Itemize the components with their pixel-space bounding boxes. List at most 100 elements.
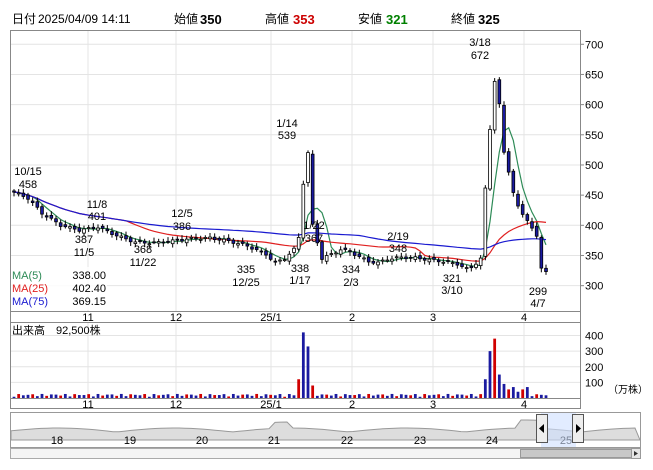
volume-bar (511, 387, 515, 398)
candle-body (455, 261, 460, 266)
volume-bar (348, 395, 352, 398)
volume-bar (17, 394, 21, 398)
candle-body (394, 256, 399, 259)
volume-bar (507, 389, 511, 398)
volume-bar (133, 394, 137, 398)
scrollbar-thumb[interactable] (520, 449, 632, 458)
volume-bar (40, 393, 44, 398)
candle-body (450, 262, 455, 265)
volume-bar (49, 394, 53, 398)
annotation-value: 539 (278, 130, 296, 142)
volume-bar (493, 338, 497, 398)
navigator-tick-label: 24 (486, 435, 498, 447)
candle-body (63, 224, 68, 228)
candle-body (184, 238, 189, 244)
annotation-value: 334 (342, 264, 360, 276)
candle-body (240, 241, 245, 244)
candle-body (282, 259, 287, 262)
navigator-tick-label: 19 (124, 435, 136, 447)
volume-bar (329, 395, 333, 398)
volume-bar (147, 396, 151, 398)
candle-body (72, 226, 77, 230)
candle-body (492, 80, 497, 131)
volume-bar (404, 394, 408, 398)
candle-body (371, 260, 376, 264)
candle-body (26, 194, 30, 200)
volume-bar (185, 394, 189, 398)
close-label: 終値 (451, 11, 475, 26)
candle-body (156, 241, 161, 244)
volume-bar (465, 395, 469, 398)
navigator-tick-label: 21 (268, 435, 280, 447)
annotation-date: 3/10 (441, 285, 462, 297)
volume-bar (166, 394, 170, 398)
y-tick-label: 400 (585, 220, 603, 232)
navigator-tick-label: 20 (196, 435, 208, 447)
navigator-right-handle[interactable] (572, 414, 584, 443)
x-tick-label: 12 (170, 399, 182, 411)
volume-bar (231, 393, 235, 398)
candle-body (82, 228, 86, 234)
candle-body (422, 257, 427, 261)
candle-body (520, 204, 525, 215)
volume-bar (101, 395, 105, 398)
annotation-value: 367 (305, 233, 323, 245)
candle-body (278, 259, 282, 262)
candle-body (506, 151, 511, 173)
volume-bar (525, 387, 529, 398)
x-tick-label: 3 (430, 399, 436, 411)
x-tick-label: 11 (82, 399, 93, 411)
volume-tick-label: 400 (585, 331, 603, 343)
candle-body (544, 267, 548, 272)
y-tick-label: 700 (585, 39, 603, 51)
annotation-value: 338 (291, 263, 309, 275)
navigator-left-handle[interactable] (536, 414, 548, 443)
annotation-date: 1/14 (276, 118, 297, 130)
annotation-value: 672 (471, 50, 489, 62)
volume-bar (87, 394, 91, 398)
volume-bar (390, 393, 394, 398)
y-tick-label: 650 (585, 69, 603, 81)
price-y-axis: 700 650 600 550 500 450 400 350 300 (580, 39, 603, 293)
volume-bar (488, 351, 492, 398)
candle-body (180, 238, 184, 242)
volume-bar (353, 395, 357, 398)
ma25-value: 402.40 (72, 283, 106, 295)
volume-bar (395, 396, 399, 398)
volume-bar (91, 396, 95, 398)
candle-body (16, 192, 21, 195)
candle-body (366, 256, 371, 263)
volume-bar (222, 394, 226, 398)
volume-bar (217, 395, 221, 398)
volume-bar (297, 379, 301, 398)
navigator-tick-label: 23 (414, 435, 426, 447)
volume-bar (189, 394, 193, 398)
ma25-label: MA(25) (12, 283, 48, 295)
candle-body (310, 153, 315, 225)
candle-body (96, 227, 100, 231)
candle-body (30, 200, 35, 203)
volume-bar (138, 395, 142, 398)
candle-body (119, 235, 124, 238)
candle-body (306, 152, 310, 183)
volume-bar (516, 391, 520, 398)
annotation-date: 11/22 (130, 257, 157, 269)
candle-body (226, 237, 231, 241)
volume-bar (311, 385, 315, 398)
volume-bar (82, 395, 86, 398)
candle-body (315, 223, 320, 244)
volume-unit: （万株） (608, 383, 648, 396)
candle-body (105, 228, 110, 232)
volume-bar (544, 395, 548, 398)
open-label: 始値 (174, 11, 198, 26)
close-value: 325 (478, 12, 500, 27)
candle-body (408, 256, 413, 259)
candle-body (58, 222, 63, 227)
annotation-date: 3/18 (469, 37, 490, 49)
candle-body (441, 261, 446, 264)
volume-bar (259, 396, 263, 398)
candle-body (348, 250, 352, 253)
candle-body (189, 237, 194, 239)
x-tick-label: 2 (349, 399, 355, 411)
volume-bar (437, 394, 441, 398)
